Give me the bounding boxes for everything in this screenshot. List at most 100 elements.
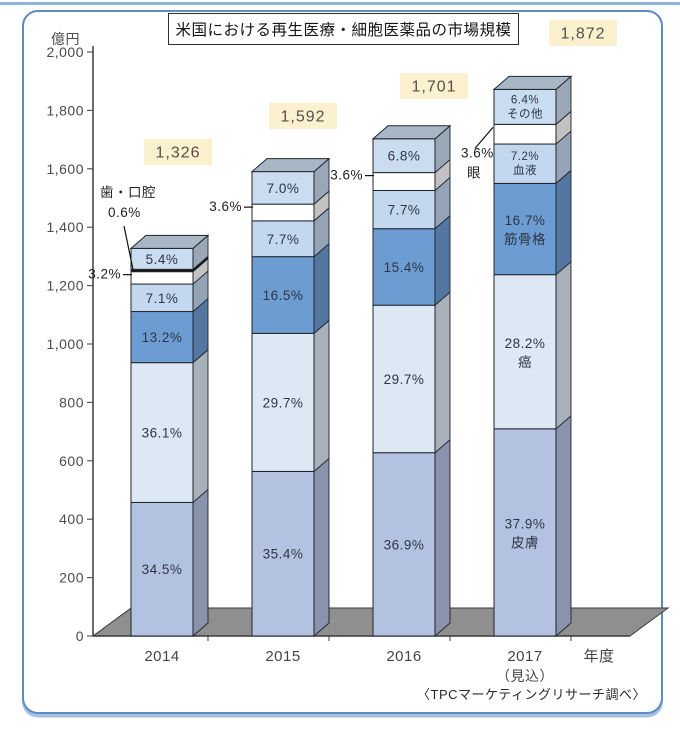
bar-top-2017 xyxy=(492,75,573,90)
x-axis-title: 年度 xyxy=(583,648,614,665)
bar-segment-skin-2016 xyxy=(372,452,436,637)
total-label-2015: 1,592 xyxy=(280,109,325,126)
bar-segment-eye-2014 xyxy=(130,271,194,285)
bar-top-2016 xyxy=(371,125,452,140)
bar-segment-cancer-2014 xyxy=(130,362,194,503)
chart-title: 米国における再生医療・細胞医薬品の市場規模 xyxy=(168,13,519,45)
callout-eye-label: 3.2% xyxy=(88,267,121,282)
segment-percent-label: 36.9% xyxy=(384,537,425,552)
y-tick-label: 2,000 xyxy=(46,44,84,60)
bar-top-2014 xyxy=(129,234,210,249)
callout-eye-label: 3.6% xyxy=(330,168,363,183)
bar-side-skin-2017 xyxy=(555,414,572,637)
callout-dental-label: 歯・口腔 xyxy=(100,185,156,200)
bar-side-musculoskeletal-2015 xyxy=(313,242,330,335)
y-tick-label: 0 xyxy=(76,628,84,644)
segment-percent-label: 37.9% xyxy=(505,516,546,531)
bar-segment-cancer-2016 xyxy=(372,304,436,454)
bar-segment-skin-2017 xyxy=(493,428,557,637)
bar-segment-eye-2016 xyxy=(372,172,436,191)
x-category-note: （見込） xyxy=(496,668,554,684)
segment-percent-label: 29.7% xyxy=(384,372,425,387)
bar-side-cancer-2016 xyxy=(434,291,451,454)
y-tick-label: 1,000 xyxy=(46,336,84,352)
segment-percent-label: 5.4% xyxy=(146,252,179,267)
bar-segment-cancer-2015 xyxy=(251,332,315,472)
y-axis-unit-label: 億円 xyxy=(51,31,80,47)
segment-percent-label: 7.2% xyxy=(511,151,539,163)
segment-name-label: 皮膚 xyxy=(511,535,539,550)
segment-name-label: 血液 xyxy=(513,163,537,177)
callout-eye-label: 3.6% xyxy=(209,199,242,214)
segment-percent-label: 15.4% xyxy=(384,260,425,275)
bar-segment-musculoskeletal-2016 xyxy=(372,228,436,306)
segment-percent-label: 16.5% xyxy=(263,288,304,303)
segment-name-label: その他 xyxy=(507,107,543,120)
bar-segment-blood-2015 xyxy=(251,220,315,258)
bar-side-cancer-2017 xyxy=(555,260,572,430)
segment-percent-label: 29.7% xyxy=(263,395,304,410)
segment-percent-label: 36.1% xyxy=(142,426,183,441)
bar-segment-blood-2014 xyxy=(130,283,194,313)
x-category-label: 2015 xyxy=(265,648,300,665)
bar-side-skin-2015 xyxy=(313,457,330,637)
bar-side-skin-2014 xyxy=(192,488,209,637)
segment-name-label: 筋骨格 xyxy=(504,231,546,247)
segment-name-label: 癌 xyxy=(518,355,532,370)
segment-percent-label: 7.7% xyxy=(388,203,421,218)
y-tick-label: 400 xyxy=(59,511,84,527)
segment-percent-label: 16.7% xyxy=(505,213,546,228)
segment-percent-label: 6.8% xyxy=(388,149,421,164)
y-tick-label: 200 xyxy=(59,570,84,586)
y-tick-label: 1,800 xyxy=(46,102,84,118)
bar-side-cancer-2015 xyxy=(313,319,330,473)
bar-segment-musculoskeletal-2015 xyxy=(251,256,315,334)
segment-percent-label: 34.5% xyxy=(142,562,183,577)
bar-segment-other-2016 xyxy=(372,138,436,174)
total-label-2016: 1,701 xyxy=(411,79,456,96)
x-category-label: 2017 xyxy=(507,648,542,665)
segment-percent-label: 7.7% xyxy=(267,232,300,247)
total-label-2014: 1,326 xyxy=(155,145,200,162)
callout-dental-line xyxy=(123,225,134,270)
y-tick-label: 600 xyxy=(59,453,84,469)
segment-percent-label: 7.0% xyxy=(267,181,300,196)
bar-segment-blood-2016 xyxy=(372,189,436,230)
y-tick-label: 1,600 xyxy=(46,161,84,177)
segment-percent-label: 7.1% xyxy=(146,291,179,306)
segment-percent-label: 28.2% xyxy=(505,336,546,351)
bar-side-skin-2016 xyxy=(434,438,451,637)
bar-side-cancer-2014 xyxy=(192,348,209,504)
bar-top-2015 xyxy=(250,158,331,173)
total-label-bg-2015 xyxy=(269,103,337,129)
callout-dental-label: 0.6% xyxy=(108,205,141,220)
y-tick-label: 1,200 xyxy=(46,278,84,294)
bar-segment-skin-2015 xyxy=(251,470,315,637)
y-tick-label: 800 xyxy=(59,394,84,410)
x-category-label: 2016 xyxy=(386,648,421,665)
bar-segment-blood-2017 xyxy=(493,143,557,184)
total-label-bg-2014 xyxy=(144,139,212,165)
segment-percent-label: 35.4% xyxy=(263,547,304,562)
bar-segment-eye-2015 xyxy=(251,203,315,222)
bar-segment-cancer-2017 xyxy=(493,274,557,430)
y-tick-label: 1,400 xyxy=(46,219,84,235)
bar-side-musculoskeletal-2016 xyxy=(434,214,451,307)
segment-percent-label: 13.2% xyxy=(142,330,183,345)
callout-eye-label: 眼 xyxy=(467,165,481,180)
top-accent-line xyxy=(0,2,680,5)
bar-segment-eye-2017 xyxy=(493,123,557,145)
callout-eye-line xyxy=(474,126,494,149)
source-note: 〈TPCマーケティングリサーチ調べ〉 xyxy=(417,687,646,702)
bar-segment-skin-2014 xyxy=(130,501,194,637)
callout-eye-label: 3.6% xyxy=(461,145,494,160)
total-label-bg-2016 xyxy=(400,73,468,99)
bar-side-musculoskeletal-2017 xyxy=(555,169,572,276)
bar-segment-other-2017 xyxy=(493,88,557,125)
bar-segment-musculoskeletal-2014 xyxy=(130,311,194,364)
total-label-2017: 1,872 xyxy=(560,26,605,43)
total-label-bg-2017 xyxy=(549,20,617,46)
x-category-label: 2014 xyxy=(144,648,179,665)
